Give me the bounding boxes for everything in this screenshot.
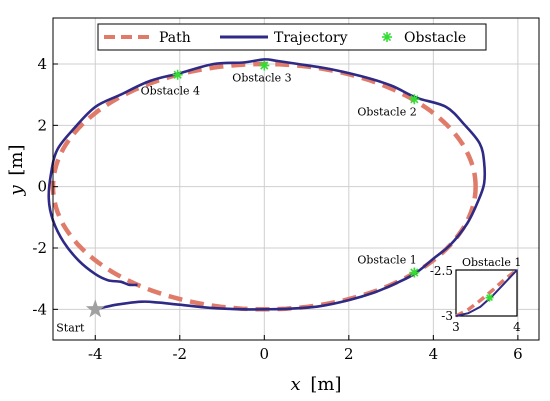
obstacle-4-label: Obstacle 4 <box>141 85 200 98</box>
inset-xtick-label: 3 <box>452 320 460 334</box>
x-tick-label: 2 <box>344 345 354 363</box>
svg-text:x [m]: x [m] <box>290 374 341 395</box>
ticks: -4 -2 0 2 4 6 -4 -2 0 2 4 <box>32 55 522 363</box>
obstacle-marker-4 <box>172 69 183 80</box>
y-tick-label: 4 <box>37 55 47 73</box>
y-axis-variable: y <box>6 185 27 197</box>
marks-layer <box>85 60 420 318</box>
obstacle-marker-3 <box>259 60 270 71</box>
plot-frame <box>52 17 540 341</box>
legend-trajectory-label: Trajectory <box>274 30 348 46</box>
x-tick-label: 6 <box>513 345 523 363</box>
obstacle-marker-2 <box>409 94 420 105</box>
inset-lines <box>455 268 519 318</box>
x-axis-label: x [m] <box>290 374 341 395</box>
start-label: Start <box>56 321 85 334</box>
trajectory-layer <box>47 58 487 311</box>
inset-obstacle-marker <box>485 293 494 302</box>
start-marker <box>85 299 105 318</box>
obstacle-2-label: Obstacle 2 <box>357 105 416 118</box>
x-tick-label: 0 <box>260 345 270 363</box>
inset-ytick-label: -3 <box>441 309 453 323</box>
x-tick-label: 4 <box>429 345 439 363</box>
inset-trajectory-line <box>455 269 518 317</box>
obstacle-marker-1 <box>409 267 420 278</box>
inset-title: Obstacle 1 <box>462 256 521 269</box>
legend-obstacle-asterisk <box>382 32 392 42</box>
x-axis-variable: x <box>290 374 300 395</box>
inset-frame <box>455 269 518 317</box>
legend-path-label: Path <box>159 30 191 46</box>
y-axis-label: y [m] <box>6 144 27 196</box>
y-tick-label: 2 <box>37 116 47 134</box>
y-tick-label: -2 <box>32 239 47 257</box>
x-tick-label: -4 <box>88 345 103 363</box>
y-axis-unit: [m] <box>6 144 27 175</box>
svg-text:y [m]: y [m] <box>6 144 27 196</box>
x-axis-unit: [m] <box>310 374 341 395</box>
y-tick-label: -4 <box>32 300 47 318</box>
y-tick-label: 0 <box>37 178 47 196</box>
inset-xtick-label: 4 <box>513 320 521 334</box>
trajectory-series-line <box>47 58 487 311</box>
obstacle-3-label: Obstacle 3 <box>232 72 291 85</box>
legend-box <box>97 23 487 51</box>
legend: Path Trajectory Obstacle <box>97 23 487 51</box>
x-tick-label: -2 <box>172 345 187 363</box>
legend-obstacle-label: Obstacle <box>404 30 466 46</box>
inset-ytick-label: -2.5 <box>430 264 453 278</box>
legend-obstacle-marker <box>382 32 392 42</box>
inset-obstacle-1: Obstacle 1 -2.5 -3 3 4 <box>430 256 522 334</box>
obstacle-1-label: Obstacle 1 <box>357 254 416 267</box>
